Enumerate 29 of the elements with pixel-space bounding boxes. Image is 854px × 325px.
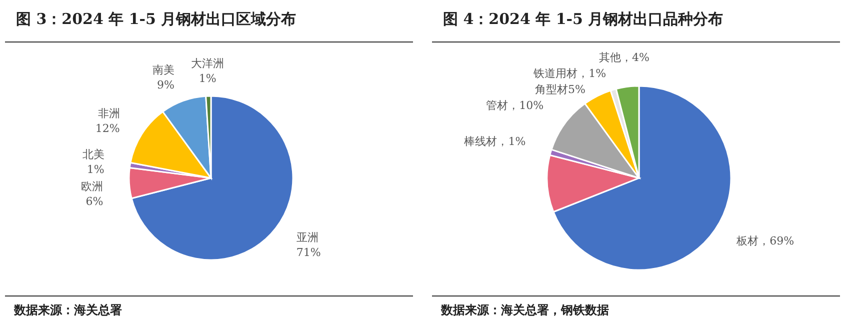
slice-label: 角型材 <box>534 82 568 96</box>
data-label: 12% <box>95 122 120 136</box>
data-label: 5% <box>568 82 586 96</box>
data-label: ，1% <box>497 135 526 148</box>
slice-label: 亚洲 <box>296 231 318 244</box>
source-note: 数据来源：海关总署，钢铁数据 <box>440 303 609 317</box>
slice-label: 棒线材 <box>464 135 498 148</box>
data-label: ，69% <box>758 234 794 248</box>
data-label: 71% <box>296 246 321 260</box>
source-note: 数据来源：海关总署 <box>13 303 122 317</box>
slice-label: 北美 <box>82 148 104 162</box>
slice-label: 铁道用材 <box>532 66 578 80</box>
chart-title: 图 4：2024 年 1-5 月钢材出口品种分布 <box>443 10 724 28</box>
slice-label: 欧洲 <box>81 180 104 194</box>
slice-label: 其他 <box>598 50 621 64</box>
slice-label: 非洲 <box>98 107 120 120</box>
data-label: 9% <box>156 78 174 92</box>
slice-label: 大洋洲 <box>191 57 224 70</box>
data-label: ，4% <box>620 50 650 64</box>
data-label: 1% <box>198 72 216 86</box>
data-label: ，1% <box>578 66 606 80</box>
pie-slice <box>130 95 294 261</box>
data-label: 1% <box>86 163 104 176</box>
slice-label: 板材 <box>736 234 759 248</box>
slice-label: 南美 <box>152 63 174 76</box>
slice-label: 管材 <box>486 98 508 112</box>
chart-title: 图 3：2024 年 1-5 月钢材出口区域分布 <box>16 10 296 28</box>
data-label: ，10% <box>508 98 544 112</box>
data-label: 6% <box>86 195 104 208</box>
